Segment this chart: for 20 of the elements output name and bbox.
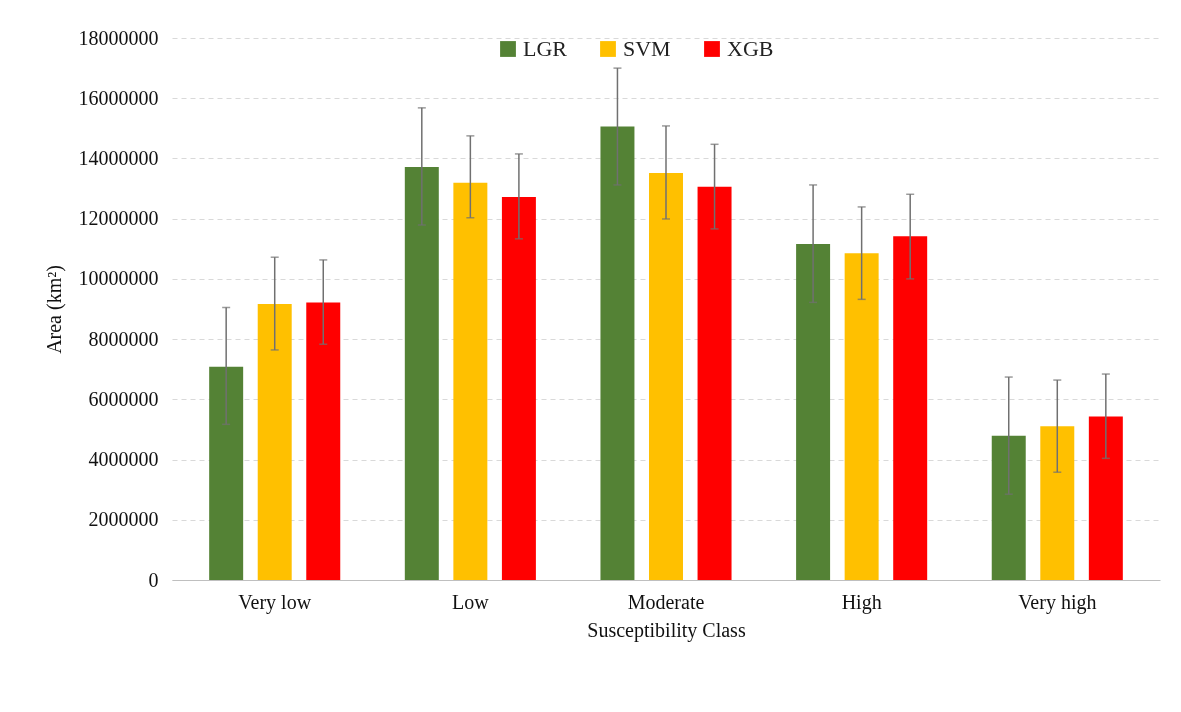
legend-label: SVM [623,36,671,61]
y-tick-label: 16000000 [78,86,159,109]
x-tick-label: Very high [1018,590,1097,614]
x-tick-label: Moderate [627,590,705,613]
x-tick-label: High [841,590,882,614]
y-tick-label: 4000000 [88,448,159,471]
x-tick-label: Very low [238,590,312,614]
x-axis-title: Susceptibility Class [587,618,746,642]
y-tick-label: 18000000 [78,26,159,49]
y-tick-label: 14000000 [78,146,159,169]
y-tick-label: 6000000 [88,387,159,410]
y-tick-label: 2000000 [88,508,159,531]
y-tick-label: 10000000 [78,267,159,290]
x-tick-label: Low [452,590,490,613]
legend-label: XGB [727,36,774,61]
y-axis-title: Area (km²) [42,265,66,354]
y-tick-label: 0 [148,568,159,591]
y-tick-label: 8000000 [88,327,159,350]
legend-label: LGR [523,36,568,61]
y-tick-label: 12000000 [78,207,159,230]
